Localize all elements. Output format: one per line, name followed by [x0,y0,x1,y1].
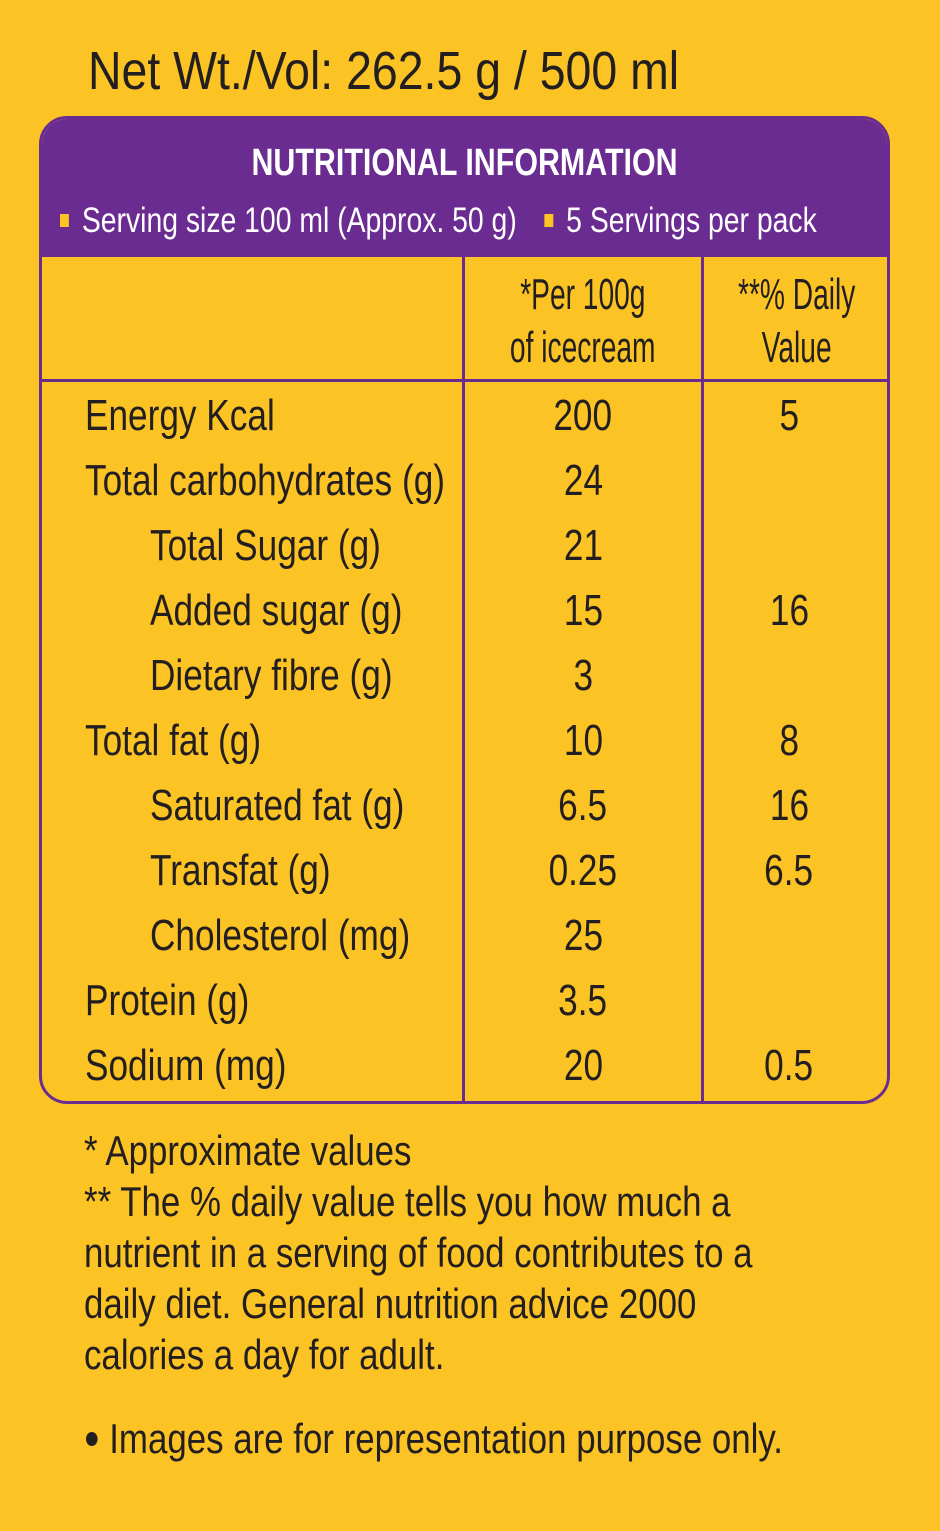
bullet-dot-icon [86,1432,98,1446]
net-weight: Net Wt./Vol: 262.5 g / 500 ml [88,41,680,101]
header-daily-value-line2: Value [762,323,832,372]
table-row: Saturated fat (g) 6.5 16 [42,774,887,838]
nutrient-label: Energy Kcal [85,391,275,440]
nutrient-label: Total fat (g) [85,716,262,765]
per-100g-value: 15 [563,586,603,635]
footnote-dv-line4: calories a day for adult. [84,1331,445,1378]
footnote-dv-line1: ** The % daily value tells you how much … [84,1178,731,1225]
per-100g-value: 3.5 [558,976,608,1025]
nutrient-label: Dietary fibre (g) [150,651,393,700]
per-100g-value: 3 [573,651,593,700]
header-daily-value: **% Daily Value [704,269,887,373]
daily-value: 16 [769,781,809,830]
per-100g-value: 24 [563,456,603,505]
table-row: Dietary fibre (g) 3 [42,644,887,708]
header-per-100g-line1: *Per 100g [520,270,646,319]
square-bullet-icon [60,214,69,227]
nutrient-label: Saturated fat (g) [150,781,405,830]
daily-value [704,904,874,968]
servings-per-pack: 5 Servings per pack [566,201,817,240]
per-100g-value: 200 [553,391,613,440]
daily-value: 5 [779,391,799,440]
panel-header: NUTRITIONAL INFORMATION Serving size 100… [42,119,887,257]
per-100g-value: 21 [563,521,603,570]
disclaimer: Images are for representation purpose on… [86,1413,783,1465]
column-divider [701,257,704,1101]
table-row: Total fat (g) 10 8 [42,709,887,773]
table-row: Energy Kcal 200 5 [42,384,887,448]
per-100g-value: 10 [563,716,603,765]
serving-size: Serving size 100 ml (Approx. 50 g) [81,201,517,240]
table-row: Sodium (mg) 20 0.5 [42,1034,887,1098]
daily-value: 6.5 [764,846,814,895]
nutrient-label: Sodium (mg) [85,1041,287,1090]
nutrient-label: Protein (g) [85,976,250,1025]
per-100g-value: 0.25 [548,846,618,895]
table-row: Added sugar (g) 15 16 [42,579,887,643]
nutrient-label: Added sugar (g) [150,586,403,635]
footnote-dv-line2: nutrient in a serving of food contribute… [84,1229,753,1276]
per-100g-value: 6.5 [558,781,608,830]
nutrient-label: Cholesterol (mg) [150,911,411,960]
header-divider [42,379,887,382]
daily-value: 0.5 [764,1041,814,1090]
table-row: Transfat (g) 0.25 6.5 [42,839,887,903]
daily-value [704,644,874,708]
footnote-approx: * Approximate values [84,1127,412,1174]
daily-value [704,449,874,513]
table-row: Total Sugar (g) 21 [42,514,887,578]
nutrition-panel: NUTRITIONAL INFORMATION Serving size 100… [39,116,890,1104]
table-row: Protein (g) 3.5 [42,969,887,1033]
table-row: Total carbohydrates (g) 24 [42,449,887,513]
nutrient-label: Total carbohydrates (g) [85,456,445,505]
serving-info: Serving size 100 ml (Approx. 50 g) 5 Serv… [60,199,878,243]
daily-value: 16 [769,586,809,635]
table-row: Cholesterol (mg) 25 [42,904,887,968]
header-daily-value-line1: **% Daily [738,270,856,319]
disclaimer-text: Images are for representation purpose on… [109,1415,783,1462]
header-per-100g: *Per 100g of icecream [465,269,701,373]
footnote-dv-line3: daily diet. General nutrition advice 200… [84,1280,697,1327]
header-per-100g-line2: of icecream [510,323,656,372]
square-bullet-icon [544,214,554,227]
nutrient-label: Transfat (g) [150,846,331,895]
daily-value: 8 [779,716,799,765]
daily-value [704,969,874,1033]
column-divider [462,257,465,1101]
daily-value [704,514,874,578]
per-100g-value: 25 [563,911,603,960]
nutrient-label: Total Sugar (g) [150,521,381,570]
panel-title: NUTRITIONAL INFORMATION [251,142,678,184]
footnotes: * Approximate values ** The % daily valu… [84,1125,914,1380]
per-100g-value: 20 [563,1041,603,1090]
